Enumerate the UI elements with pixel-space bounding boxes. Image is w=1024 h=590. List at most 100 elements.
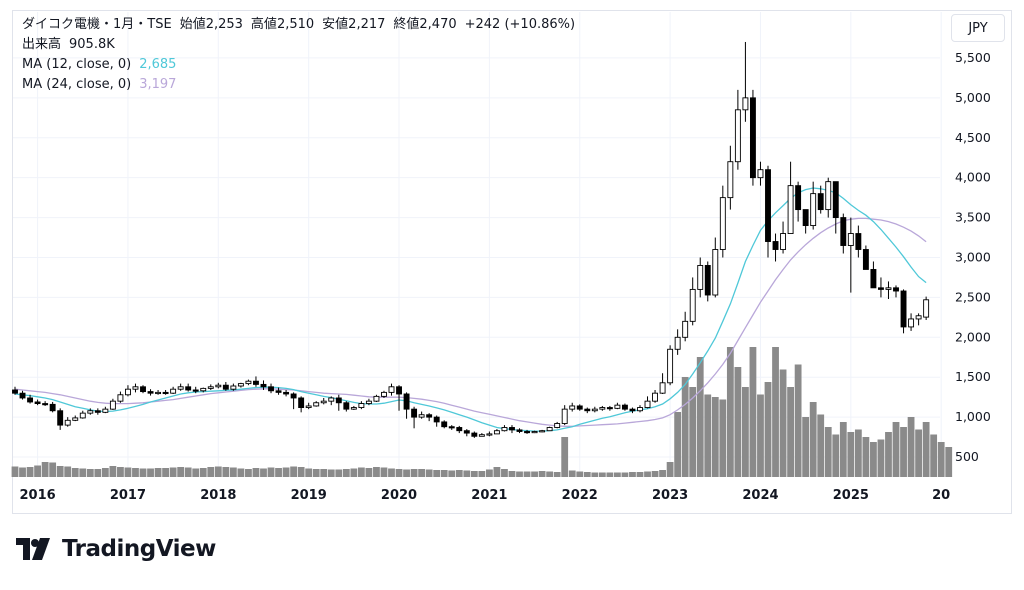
- candle: [207, 384, 214, 390]
- volume-bar: [666, 462, 674, 477]
- volume-bar: [809, 402, 817, 477]
- candle: [177, 383, 184, 391]
- candle: [569, 402, 576, 412]
- candle: [885, 281, 892, 299]
- time-tick-label: 2019: [291, 488, 327, 503]
- candle: [546, 426, 553, 432]
- legend: ダイコク電機・1月・TSE 始値2,253 高値2,510 安値2,217 終値…: [22, 15, 575, 95]
- high-field: 高値2,510: [251, 15, 314, 35]
- candle: [162, 389, 169, 395]
- candle: [42, 401, 49, 406]
- volume-bar: [817, 414, 825, 477]
- candle: [230, 383, 237, 391]
- volume-bar: [11, 466, 19, 477]
- volume-bar: [117, 467, 124, 477]
- volume-bar: [237, 468, 245, 477]
- candle-body: [644, 400, 651, 408]
- candle: [471, 431, 478, 438]
- volume-bar: [839, 422, 847, 477]
- candle: [335, 394, 342, 411]
- time-axis[interactable]: 2016 2017 2018 2019 2020 2021 2022 2023 2024 2025…: [19, 488, 950, 503]
- candle: [599, 405, 606, 411]
- volume-bar: [41, 462, 49, 477]
- candle: [237, 382, 244, 388]
- candle: [155, 389, 162, 395]
- candle: [576, 404, 583, 411]
- volume-bar: [147, 468, 154, 477]
- candle-body: [388, 386, 395, 393]
- candle: [253, 376, 259, 387]
- candle-body: [79, 412, 86, 419]
- candle-body: [569, 405, 576, 410]
- candle: [757, 161, 764, 186]
- volume-bar: [342, 469, 350, 477]
- candle-body: [471, 432, 478, 437]
- ma12-row[interactable]: MA (12, close, 0) 2,685: [22, 55, 575, 75]
- volume-bar: [192, 468, 200, 477]
- volume-bar: [448, 470, 456, 477]
- ma24-row[interactable]: MA (24, close, 0) 3,197: [22, 75, 575, 95]
- price-tick-label: 4,500: [955, 130, 991, 145]
- symbol-title[interactable]: ダイコク電機・1月・TSE: [22, 17, 172, 32]
- candle: [554, 421, 561, 429]
- volume-bar: [644, 471, 651, 477]
- candle: [878, 277, 884, 298]
- candle-body: [885, 287, 892, 290]
- candle: [486, 431, 493, 437]
- volume-bar: [124, 467, 132, 477]
- candle: [915, 313, 922, 326]
- candle: [787, 161, 794, 234]
- candle-body: [825, 181, 832, 211]
- candle: [682, 311, 689, 342]
- volume-bar: [34, 465, 41, 477]
- volume-bar: [312, 469, 320, 477]
- candle: [283, 389, 290, 397]
- candle-body: [652, 392, 658, 402]
- volume-bar: [282, 467, 290, 477]
- volume-bar: [516, 471, 523, 477]
- candle: [516, 428, 523, 434]
- candle-body: [780, 233, 787, 250]
- candle: [802, 209, 809, 234]
- candle-body: [629, 408, 636, 412]
- candle-body: [539, 430, 546, 433]
- candle-body: [147, 391, 154, 394]
- low-label: 安値: [322, 17, 349, 32]
- candle-body: [893, 287, 899, 292]
- ma12-line: [14, 187, 927, 432]
- candle-body: [757, 169, 764, 179]
- time-tick-label: 20: [932, 488, 950, 503]
- volume-bar: [275, 468, 282, 477]
- volume-bar: [501, 469, 508, 477]
- volume-bar: [267, 467, 275, 477]
- candle-body: [478, 434, 485, 437]
- volume-bar: [49, 462, 57, 477]
- price-axis[interactable]: 500 1,000 1,500 2,000 2,500 3,000 3,500 4,000 4,…: [955, 50, 991, 464]
- currency-button[interactable]: JPY: [951, 14, 1005, 42]
- time-tick-label: 2023: [652, 488, 688, 503]
- candle: [561, 405, 568, 426]
- candle-body: [328, 397, 335, 402]
- candle: [524, 429, 530, 434]
- candle-body: [448, 426, 455, 429]
- volume-bar: [71, 468, 79, 477]
- candle: [222, 382, 229, 391]
- candle-body: [215, 384, 222, 388]
- ma24-label: MA (24, close, 0): [22, 77, 132, 92]
- candle: [49, 401, 56, 413]
- open-value: 2,253: [205, 17, 243, 32]
- candle-body: [463, 430, 470, 434]
- candle-body: [870, 269, 877, 289]
- candle: [365, 398, 372, 406]
- volume-bar: [892, 422, 900, 477]
- candle-body: [441, 421, 448, 428]
- candle-body: [403, 393, 410, 410]
- tradingview-logo[interactable]: TradingView: [16, 536, 216, 562]
- candle-body: [230, 385, 237, 390]
- volume-bar: [757, 394, 764, 477]
- candle-body: [546, 427, 553, 432]
- volume-bar: [357, 467, 365, 477]
- volume-bar: [546, 471, 554, 477]
- candle: [832, 181, 839, 234]
